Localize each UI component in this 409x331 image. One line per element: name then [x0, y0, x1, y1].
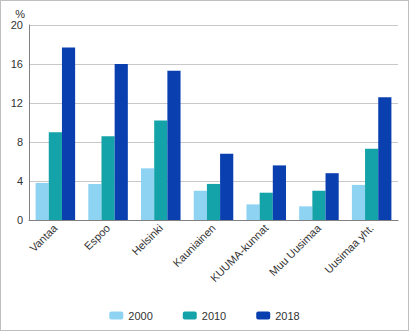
svg-text:2010: 2010 — [202, 310, 226, 322]
svg-text:%: % — [15, 8, 25, 20]
svg-text:8: 8 — [17, 136, 23, 148]
svg-text:KUUMA-kunnat: KUUMA-kunnat — [208, 222, 270, 284]
svg-text:0: 0 — [17, 214, 23, 226]
svg-text:Muu Uusimaa: Muu Uusimaa — [267, 221, 324, 278]
svg-text:4: 4 — [17, 175, 23, 187]
svg-text:2018: 2018 — [275, 310, 299, 322]
svg-text:Vantaa: Vantaa — [27, 221, 60, 254]
svg-text:2000: 2000 — [128, 310, 152, 322]
svg-text:Kauniainen: Kauniainen — [170, 222, 217, 269]
svg-text:16: 16 — [11, 58, 23, 70]
svg-text:Espoo: Espoo — [82, 222, 113, 253]
svg-text:20: 20 — [11, 19, 23, 31]
svg-text:12: 12 — [11, 97, 23, 109]
svg-text:Helsinki: Helsinki — [129, 222, 165, 258]
svg-text:Uusimaa yht.: Uusimaa yht. — [322, 222, 376, 276]
